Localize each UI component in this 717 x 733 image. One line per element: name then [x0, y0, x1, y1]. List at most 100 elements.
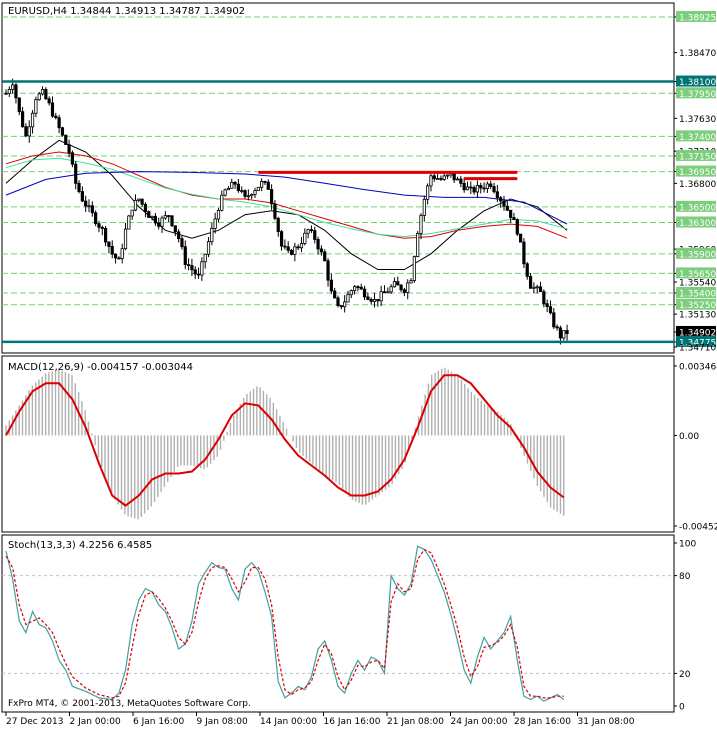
- candle-body: [260, 181, 264, 188]
- candle-body: [200, 261, 204, 276]
- stoch-axis-label: 100: [679, 540, 696, 550]
- moving-average-line: [5, 157, 568, 238]
- price-axis-label-bg: [676, 216, 716, 228]
- candle-body: [482, 187, 486, 190]
- candle-body: [306, 229, 310, 234]
- candle-body: [389, 286, 393, 293]
- time-axis-label: 2 Jan 00:00: [70, 717, 122, 727]
- candle-body: [120, 248, 124, 259]
- candle-body: [147, 211, 151, 218]
- price-axis-label: 1.34710: [679, 344, 716, 354]
- candle-body: [396, 281, 400, 286]
- candle-body: [37, 93, 41, 101]
- candle-body: [133, 199, 138, 211]
- candle-body: [289, 249, 294, 255]
- candle-body: [429, 175, 433, 187]
- candle-body: [186, 264, 191, 267]
- price-axis-label-bg: [676, 149, 716, 161]
- time-axis-label: 28 Jan 16:00: [514, 717, 571, 727]
- candle-body: [170, 215, 174, 227]
- candle-body: [7, 89, 11, 94]
- candle-body: [535, 286, 539, 289]
- candle-body: [283, 245, 287, 248]
- candle-body: [333, 290, 337, 299]
- candle-body: [432, 175, 436, 180]
- candle-body: [167, 215, 171, 217]
- stoch-pane: [1, 534, 675, 713]
- price-axis-label: 1.34775: [679, 338, 716, 348]
- candle-body: [489, 183, 493, 187]
- candle-body: [113, 253, 118, 259]
- candle-body: [14, 84, 18, 99]
- candle-body: [465, 186, 470, 191]
- price-axis-label: 1.36300: [679, 219, 716, 229]
- stoch-axis-label: 20: [679, 670, 691, 680]
- candle-body: [203, 253, 207, 263]
- time-axis-label: 6 Jan 16:00: [133, 717, 185, 727]
- price-axis-label-bg: [676, 87, 716, 99]
- candle-body: [236, 183, 240, 192]
- candle-body: [349, 290, 353, 296]
- stoch-header: Stoch(13,3,3) 4.2256 6.4585: [8, 540, 152, 551]
- price-axis-label-bg: [676, 130, 716, 142]
- candle-body: [558, 327, 563, 339]
- candle-body: [296, 246, 300, 249]
- candle-body: [512, 217, 516, 221]
- candle-body: [226, 187, 231, 191]
- candle-body: [286, 246, 290, 251]
- candle-body: [399, 284, 403, 291]
- candle-body: [263, 181, 267, 183]
- candle-body: [509, 209, 513, 218]
- candle-body: [57, 117, 61, 129]
- candle-body: [343, 301, 347, 308]
- time-axis-label: 31 Jan 08:00: [578, 717, 635, 727]
- candle-body: [472, 187, 476, 193]
- candle-body: [336, 297, 340, 306]
- candle-body: [505, 205, 509, 211]
- candle-body: [525, 263, 529, 277]
- candle-body: [143, 203, 148, 212]
- candle-body: [104, 228, 108, 243]
- candle-body: [545, 303, 549, 308]
- candle-body: [435, 178, 440, 180]
- candle-body: [50, 102, 55, 117]
- candle-body: [180, 238, 184, 248]
- candle-body: [362, 288, 367, 298]
- candle-body: [40, 89, 45, 95]
- candle-body: [243, 190, 247, 197]
- candle-body: [216, 209, 221, 220]
- candle-body: [137, 198, 141, 201]
- price-axis-label: 1.34902: [679, 328, 716, 338]
- candle-body: [392, 281, 397, 288]
- candle-body: [230, 181, 234, 189]
- macd-header: MACD(12,26,9) -0.004157 -0.003044: [8, 362, 193, 373]
- time-axis-label: 14 Jan 00:00: [260, 717, 317, 727]
- stoch-main-line: [5, 545, 565, 702]
- macd-pane: [1, 355, 675, 533]
- candle-body: [445, 174, 450, 177]
- candle-body: [220, 194, 224, 211]
- price-axis-label: 1.36500: [679, 203, 716, 213]
- candle-body: [173, 225, 177, 233]
- price-axis-label-bg: [676, 298, 716, 310]
- candle-body: [11, 84, 15, 90]
- price-axis-label: 1.35650: [679, 270, 716, 280]
- candle-body: [60, 127, 65, 136]
- candle-body: [177, 231, 181, 240]
- candle-body: [462, 182, 466, 191]
- candle-body: [123, 228, 128, 250]
- candle-body: [256, 186, 260, 191]
- candle-body: [319, 248, 324, 253]
- candle-body: [469, 186, 473, 189]
- macd-signal-line: [5, 374, 565, 507]
- candle-body: [100, 226, 104, 229]
- candle-body: [4, 92, 8, 95]
- candle-body: [455, 178, 460, 181]
- candle-body: [386, 291, 390, 294]
- candle-body: [213, 218, 217, 229]
- candle-body: [452, 173, 456, 181]
- candle-body: [127, 215, 131, 230]
- candle-body: [163, 215, 167, 219]
